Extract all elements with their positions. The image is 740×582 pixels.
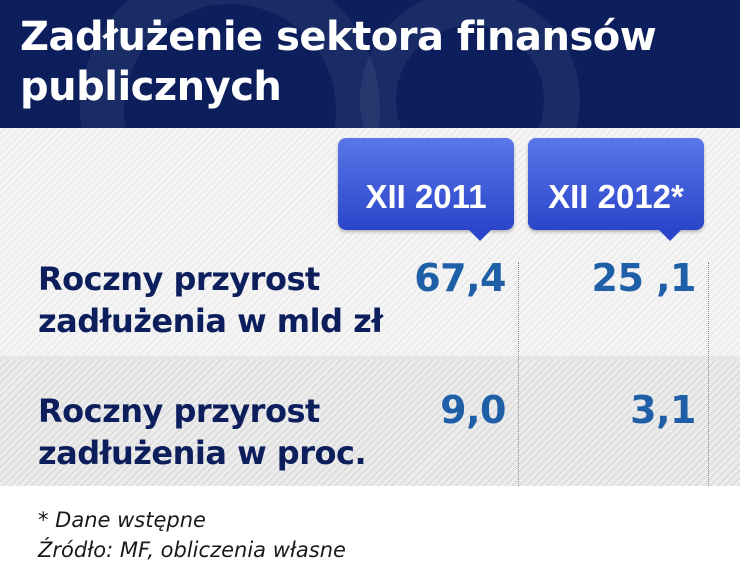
chart-title: Zadłużenie sektora finansów publicznych xyxy=(20,14,657,110)
column-divider xyxy=(708,262,709,486)
row-band-2 xyxy=(0,356,740,486)
column-header-2011: XII 2011 xyxy=(338,138,514,241)
value-2011-bn: 67,4 xyxy=(414,256,506,300)
row-divider xyxy=(0,356,740,360)
header-banner: Zadłużenie sektora finansów publicznych xyxy=(0,0,740,128)
value-2012-pct: 3,1 xyxy=(630,388,696,432)
column-divider xyxy=(518,262,519,486)
footnote-preliminary: * Dane wstępne xyxy=(38,508,206,532)
value-2011-pct: 9,0 xyxy=(440,388,506,432)
column-header-2012: XII 2012* xyxy=(528,138,704,241)
row-label-annual-increase-bn: Roczny przyrost zadłużenia w mld zł xyxy=(38,260,383,340)
source-note: Źródło: MF, obliczenia własne xyxy=(38,538,346,562)
row-label-annual-increase-pct: Roczny przyrost zadłużenia w proc. xyxy=(38,392,367,472)
value-2012-bn: 25 ,1 xyxy=(591,256,697,300)
